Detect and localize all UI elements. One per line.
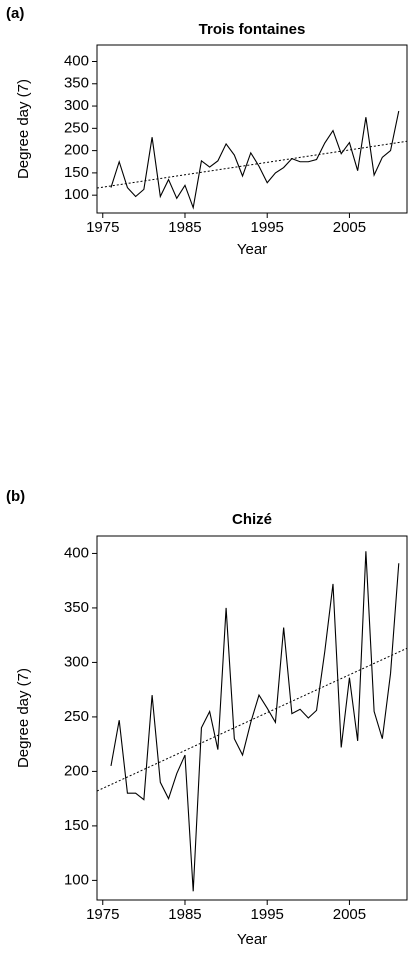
y-tick-label: 100 [64, 186, 89, 203]
plot-frame [96, 44, 408, 214]
x-tick-label: 1975 [86, 219, 119, 236]
data-line [110, 551, 400, 892]
chart-title: Trois fontaines [199, 21, 306, 38]
panel: (b) Chizé 100 150 200 250 300 350 400 1975 1985 199… [6, 488, 408, 948]
x-tick-label: 2005 [333, 219, 366, 236]
y-axis-label: Degree day (7) [15, 79, 32, 179]
x-tick-label: 1985 [168, 906, 201, 923]
y-tick-label: 350 [64, 599, 89, 616]
y-tick-label: 300 [64, 97, 89, 114]
y-tick-label: 250 [64, 119, 89, 136]
y-axis-label: Degree day (7) [15, 668, 32, 768]
x-tick-label: 1975 [86, 906, 119, 923]
x-tick-label: 1995 [251, 219, 284, 236]
data-line [110, 110, 400, 210]
x-tick-label: 1985 [168, 219, 201, 236]
y-tick-label: 150 [64, 817, 89, 834]
x-axis-label: Year [237, 931, 267, 948]
y-tick-label: 350 [64, 75, 89, 92]
y-tick-label: 400 [64, 544, 89, 561]
trend-line [96, 647, 408, 792]
y-tick-label: 150 [64, 164, 89, 181]
panel-label: (b) [6, 488, 25, 505]
panel-label: (a) [6, 5, 24, 22]
y-tick-label: 400 [64, 52, 89, 69]
x-tick-label: 1995 [251, 906, 284, 923]
trend-line [96, 140, 408, 189]
y-tick-label: 300 [64, 653, 89, 670]
y-tick-label: 100 [64, 871, 89, 888]
y-tick-label: 200 [64, 762, 89, 779]
y-tick-label: 250 [64, 708, 89, 725]
x-tick-label: 2005 [333, 906, 366, 923]
plot-frame [96, 535, 408, 901]
y-tick-label: 200 [64, 142, 89, 159]
x-axis-label: Year [237, 241, 267, 258]
panel: (a) Trois fontaines 100 150 200 250 300 350 400 1… [6, 5, 408, 258]
chart-title: Chizé [232, 511, 272, 528]
